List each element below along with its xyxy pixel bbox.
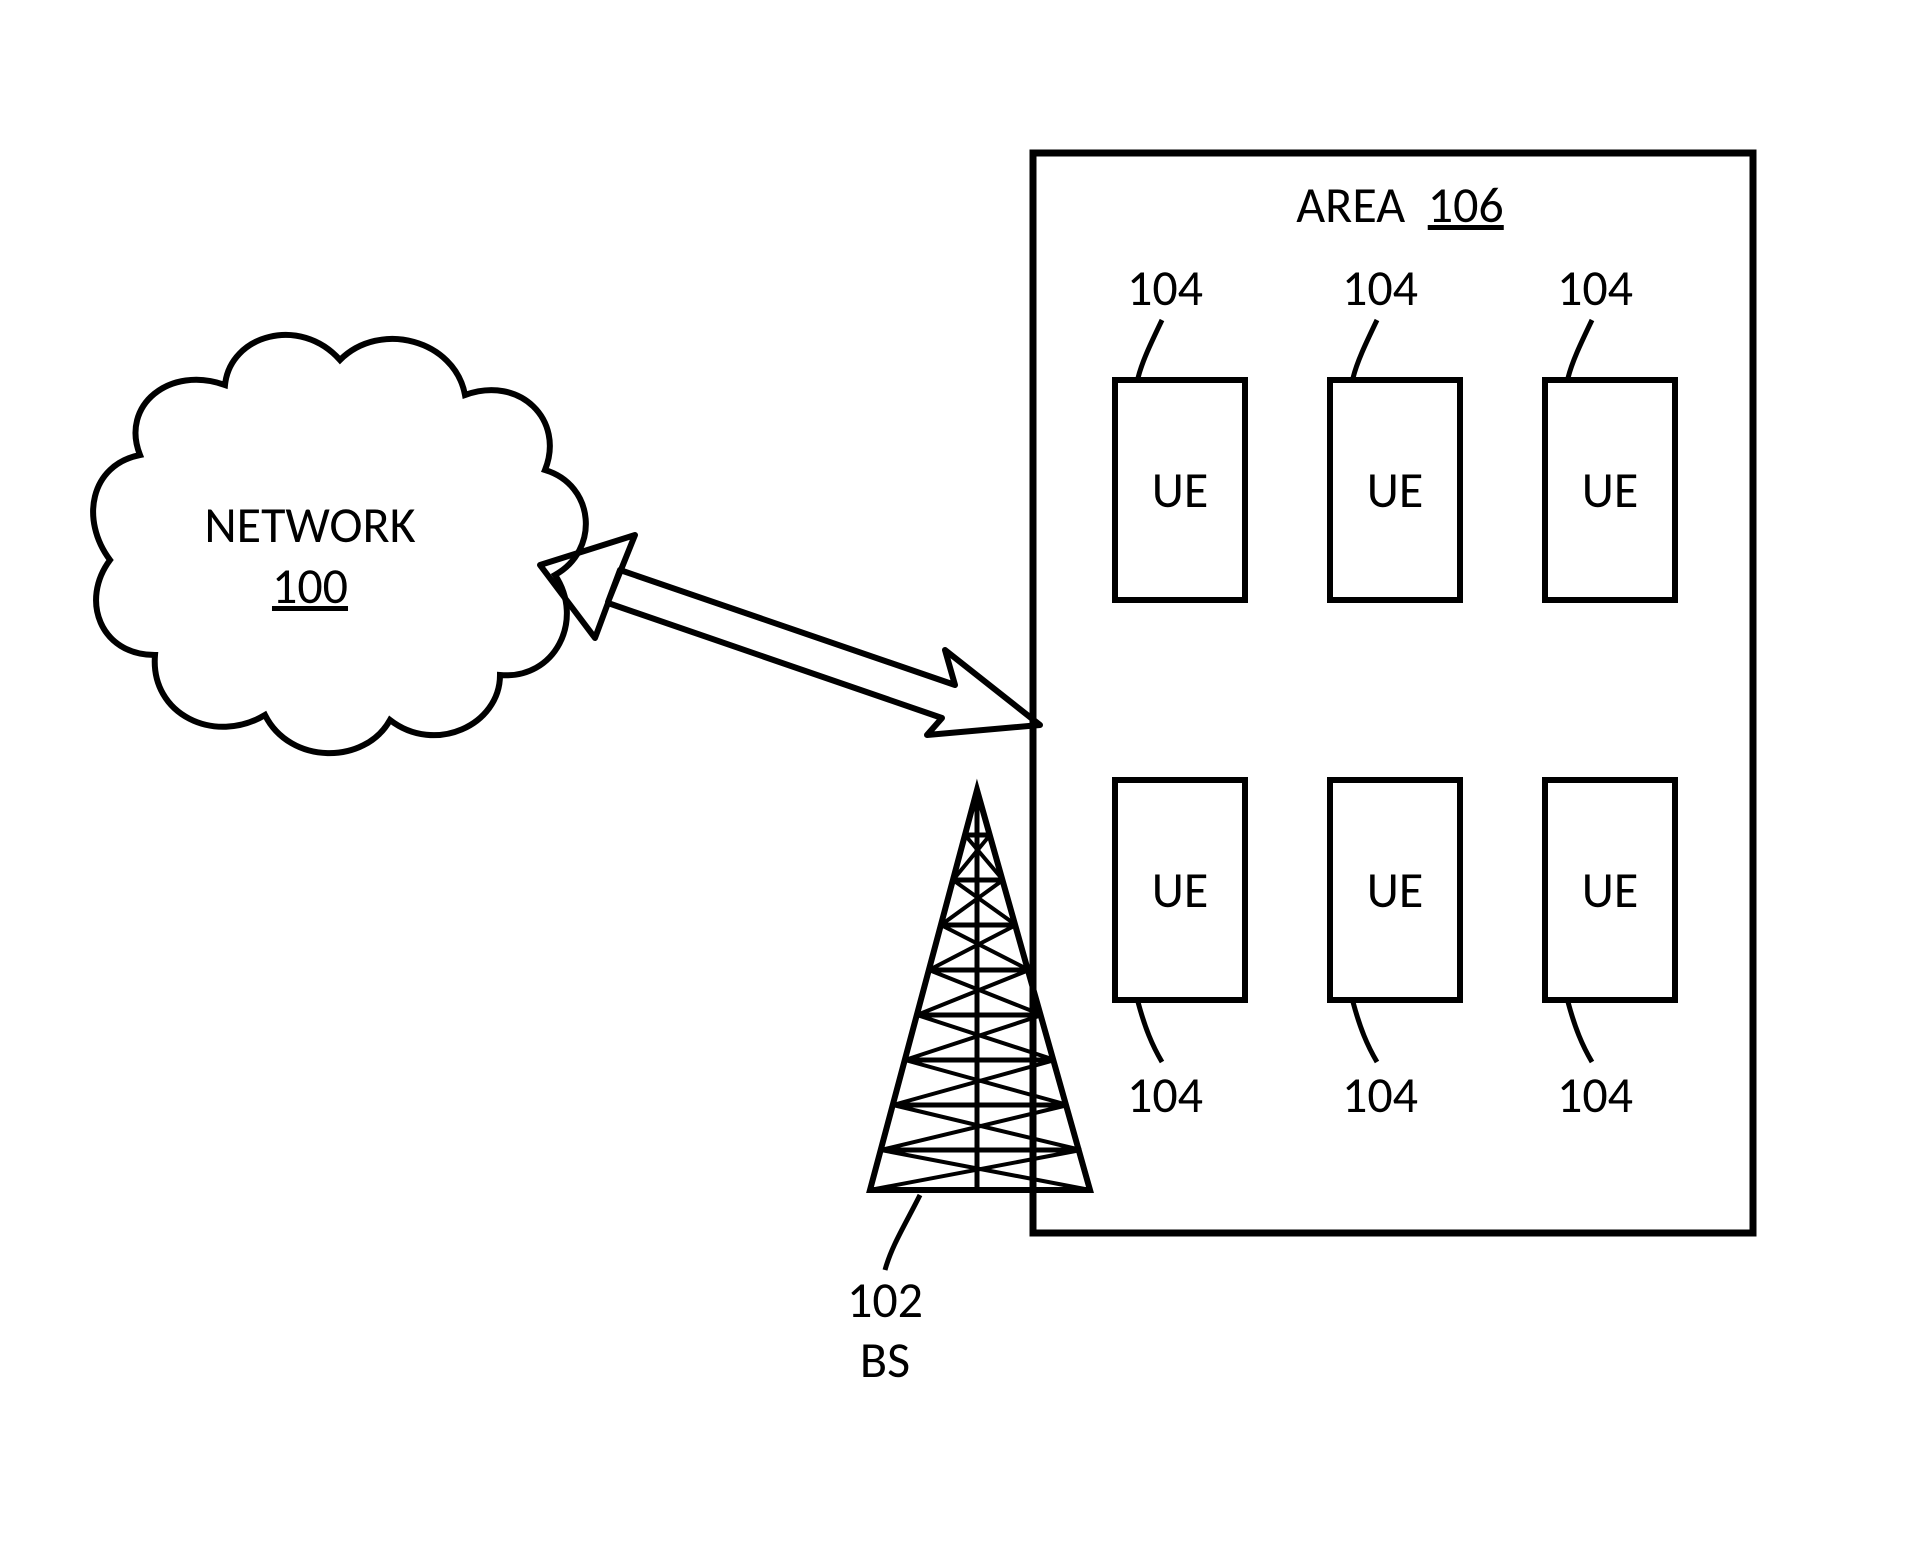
network-label-ref: 100 [272,556,348,617]
leader-line [1353,320,1377,378]
ue-ref-label: 104 [1540,1065,1650,1126]
tower-icon [870,790,1090,1270]
diagram-canvas: NETWORK 100 AREA 106 UE UE UE UE UE UE 1… [0,0,1918,1543]
ue-label: UE [1545,460,1675,521]
ue-label: UE [1330,460,1460,521]
ue-label: UE [1330,860,1460,921]
ue-ref-label: 104 [1540,258,1650,319]
network-label-text: NETWORK [204,495,415,556]
ue-ref-label: 104 [1110,258,1220,319]
tower-ref-label: 102 [820,1270,950,1331]
ue-label: UE [1115,460,1245,521]
area-label: AREA 106 [1200,175,1600,236]
leader-line [1353,1002,1377,1062]
ue-label: UE [1545,860,1675,921]
area-label-text: AREA [1296,175,1405,236]
diagram-svg [0,0,1918,1543]
leader-line [1138,320,1162,378]
leader-line [1568,1002,1592,1062]
leader-line [1568,320,1592,378]
double-arrow [540,535,1040,735]
area-label-ref: 106 [1428,175,1504,236]
ue-ref-label: 104 [1325,258,1435,319]
network-cloud-label: NETWORK 100 [170,495,450,617]
ue-label: UE [1115,860,1245,921]
leader-line [1138,1002,1162,1062]
ue-ref-label: 104 [1325,1065,1435,1126]
tower-bs-label: BS [820,1330,950,1391]
ue-ref-label: 104 [1110,1065,1220,1126]
